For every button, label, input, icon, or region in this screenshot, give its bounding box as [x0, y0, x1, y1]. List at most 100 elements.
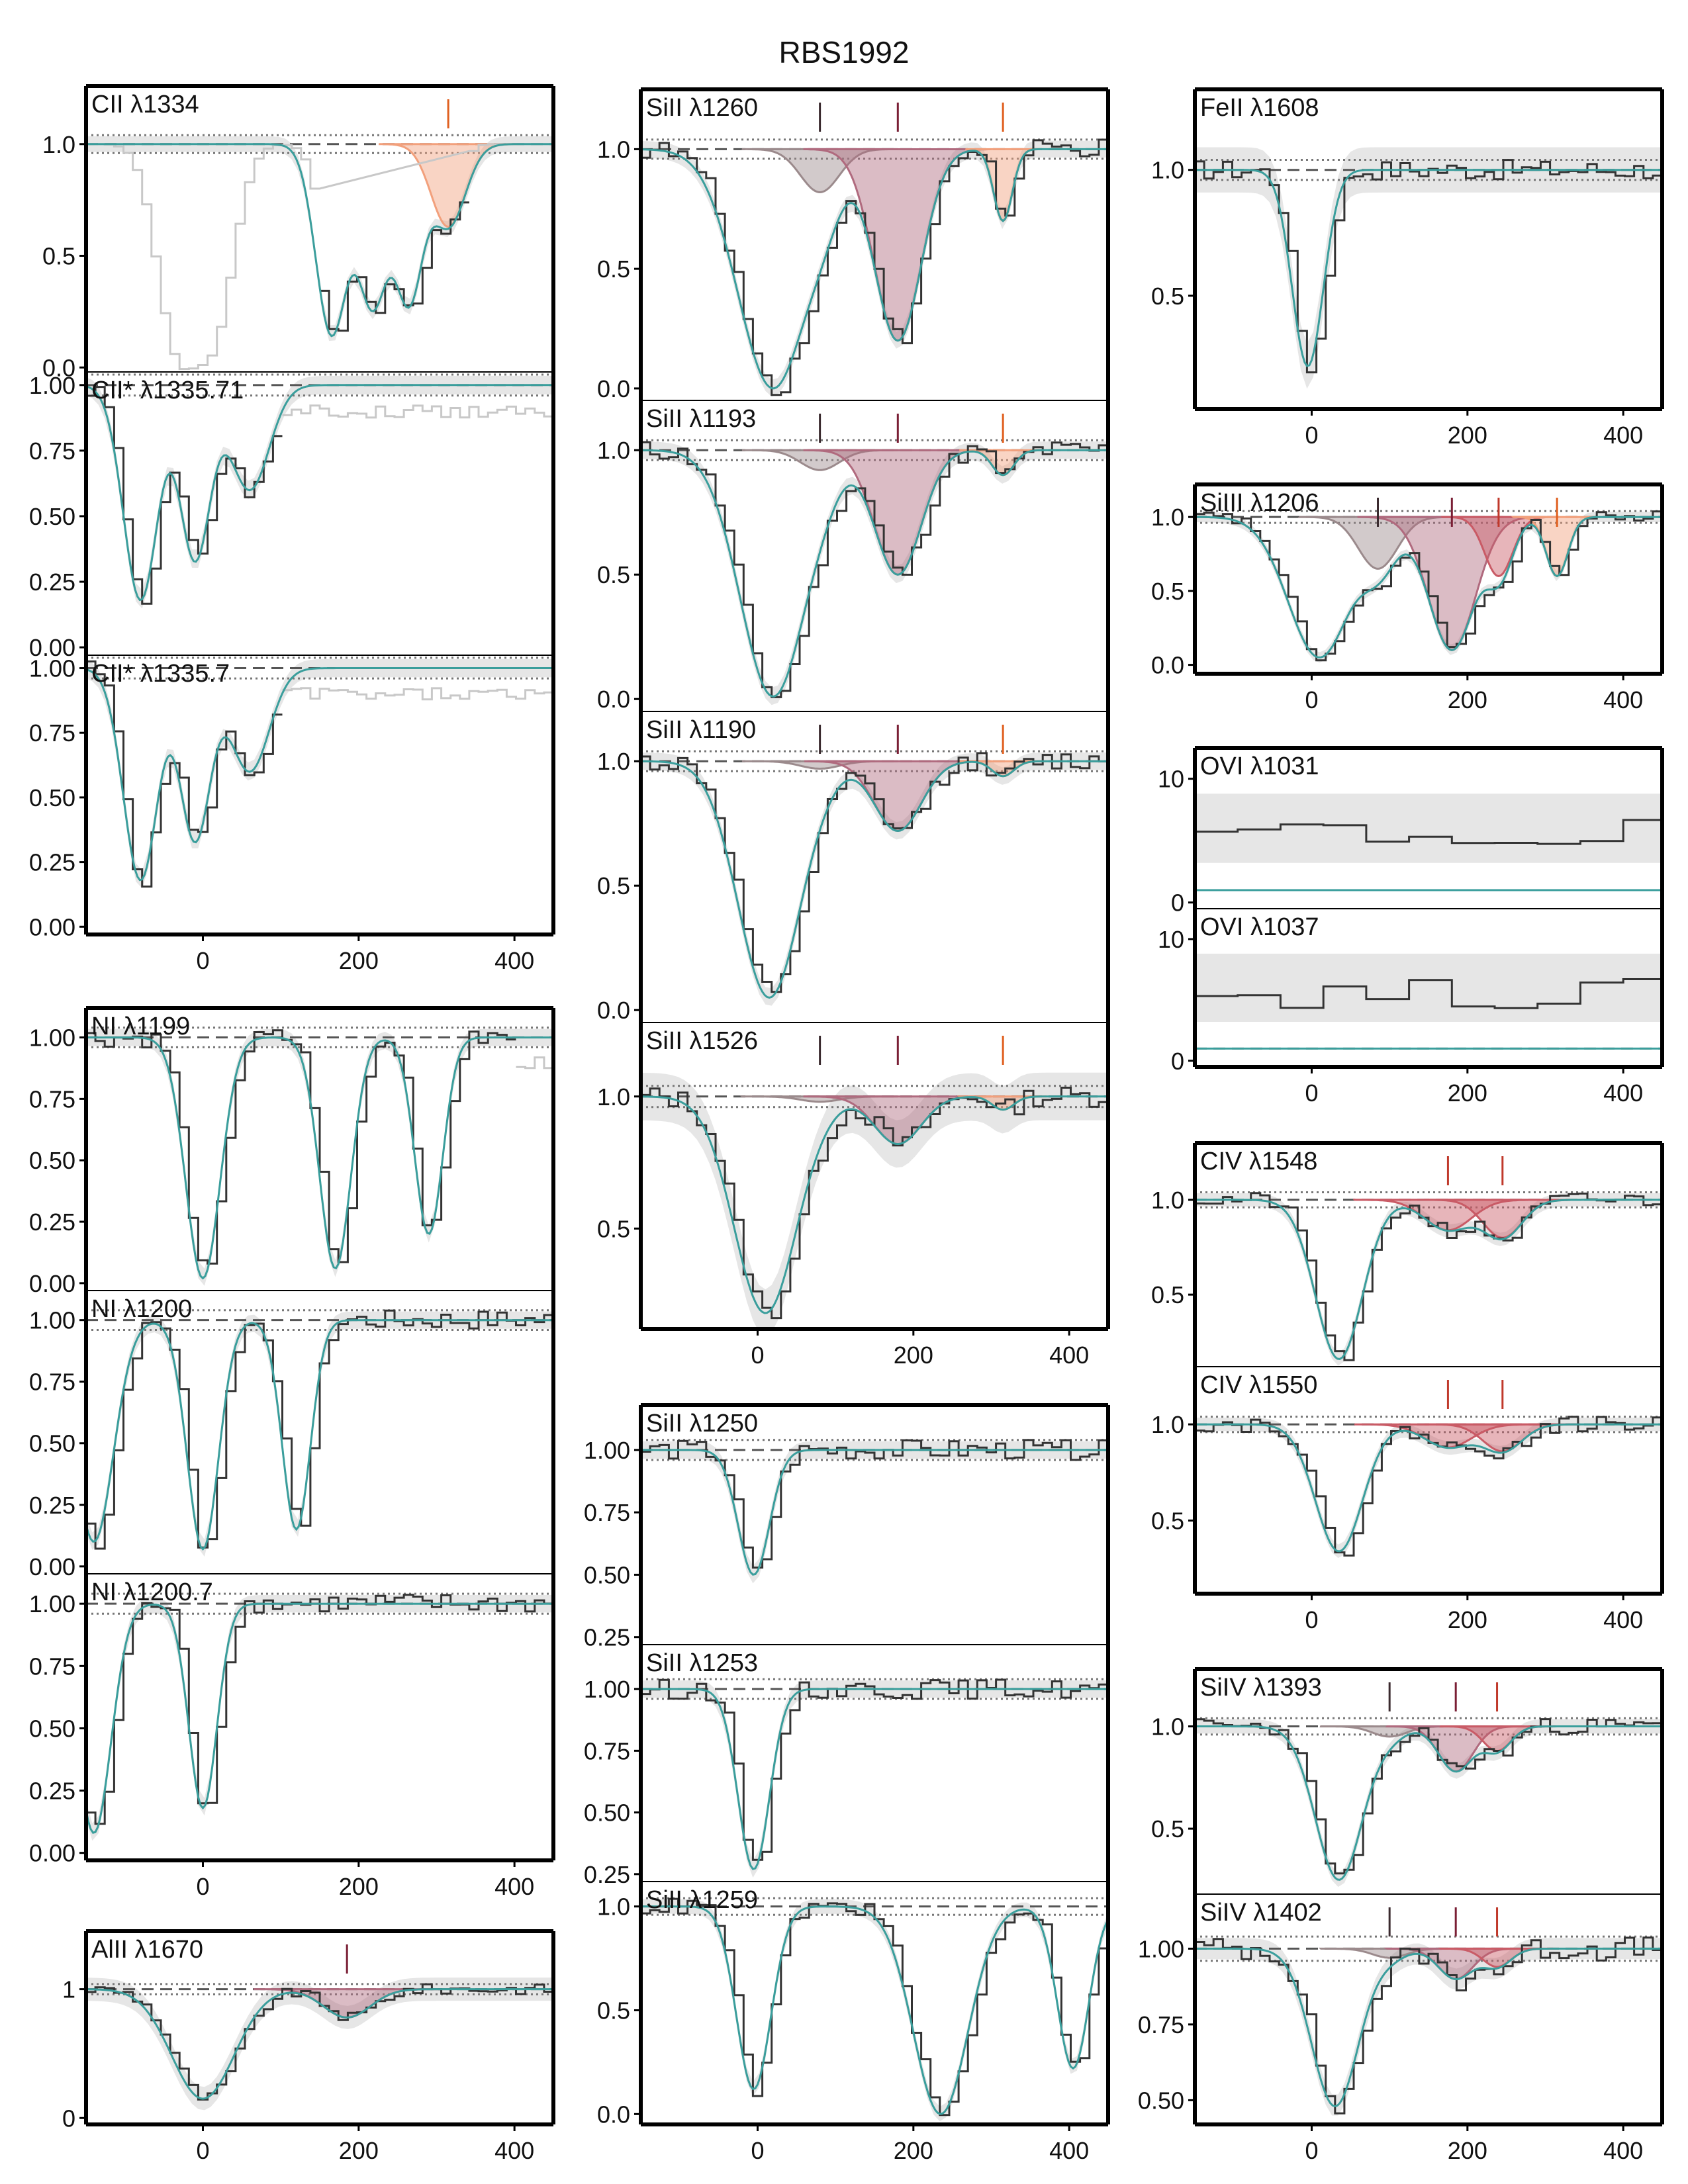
y-tick-label: 1.0	[597, 1083, 630, 1111]
panel: 0.0 0.5 1.0 SiII λ1193	[597, 400, 1110, 713]
panel-label: SiII λ1250	[646, 1410, 758, 1437]
x-tick-label: 0	[751, 1342, 764, 1369]
y-tick-label: 1.0	[597, 437, 630, 464]
model-fit	[641, 148, 1108, 390]
spectrum-data	[1195, 1718, 1662, 1875]
y-tick-label: 0.5	[597, 255, 630, 283]
spectrum-data	[1195, 1936, 1662, 2115]
x-tick-label: 200	[1448, 1606, 1487, 1633]
uncertainty-band	[641, 1680, 1108, 1878]
y-tick-label: 0.00	[29, 1270, 75, 1297]
panel-label: CIV λ1548	[1200, 1148, 1317, 1175]
x-tick-label: 200	[1448, 1079, 1487, 1107]
y-tick-label: 0.0	[42, 354, 75, 381]
y-tick-label: 1.0	[597, 748, 630, 775]
spectrum-data	[1195, 159, 1662, 374]
panel: 0.5 1.0 SiII λ1526 0 200 400	[597, 1022, 1110, 1369]
panel-label: NI λ1200	[91, 1295, 192, 1323]
uncertainty-band	[86, 375, 553, 609]
x-tick-label: 200	[894, 1342, 933, 1369]
x-tick-label: 0	[1305, 1606, 1318, 1633]
y-tick-label: 1.00	[584, 1676, 630, 1703]
blended-data	[86, 143, 553, 371]
x-tick-label: 0	[1305, 2137, 1318, 2164]
uncertainty-band	[86, 1595, 553, 1841]
panel-label: OVI λ1037	[1200, 913, 1319, 941]
y-tick-label: 1.0	[1151, 1713, 1184, 1741]
model-fit	[641, 1905, 1108, 2115]
panel: 0.5 1.0 FeII λ1608 0 200 400	[1151, 87, 1664, 449]
spectrum-data	[641, 1087, 1108, 1320]
model-fit	[86, 1602, 553, 1834]
panel: 0.00 0.25 0.50 0.75 1.00 CII* λ1335.71	[29, 371, 555, 661]
y-tick-label: 1.0	[1151, 504, 1184, 531]
x-tick-label: 400	[494, 1873, 534, 1900]
panel-label: AlII λ1670	[91, 1936, 203, 1964]
figure-title: RBS1992	[778, 35, 910, 69]
y-tick-label: 0.00	[29, 1553, 75, 1580]
model-fit	[86, 1036, 553, 1280]
y-tick-label: 0.5	[42, 243, 75, 270]
y-tick-label: 0.0	[597, 2101, 630, 2128]
y-tick-label: 1.00	[29, 655, 75, 682]
panel: 0.0 0.5 1.0 SiIII λ1206 0 200 400	[1151, 482, 1664, 713]
uncertainty-band	[1195, 954, 1662, 1022]
panel: 0.5 1.0 CIV λ1550 0 200 400	[1151, 1366, 1664, 1633]
model-fit	[1195, 1199, 1662, 1360]
x-tick-label: 400	[1049, 2137, 1089, 2164]
panel-label: CIV λ1550	[1200, 1371, 1317, 1399]
x-tick-label: 0	[196, 2137, 209, 2164]
y-tick-label: 0.25	[584, 1861, 630, 1888]
x-tick-label: 400	[1603, 2137, 1643, 2164]
blended-data	[516, 1056, 553, 1069]
x-tick-label: 400	[1603, 422, 1643, 449]
x-tick-label: 200	[339, 1873, 379, 1900]
model-fit	[86, 1988, 553, 2100]
y-tick-label: 0.75	[29, 437, 75, 465]
y-tick-label: 1.00	[1138, 1935, 1184, 1962]
y-tick-label: 1.0	[597, 1893, 630, 1921]
panel-label: SiII λ1190	[646, 716, 756, 744]
spectrum-data	[320, 201, 469, 332]
y-tick-label: 0.25	[29, 1208, 75, 1236]
y-tick-label: 0.75	[29, 1369, 75, 1396]
panel: 0.25 0.50 0.75 1.00 SiII λ1250	[584, 1403, 1110, 1651]
y-tick-label: 0.5	[597, 1997, 630, 2024]
x-tick-label: 200	[339, 947, 379, 974]
panel-label: SiII λ1253	[646, 1649, 758, 1677]
spectrum-data	[86, 1309, 553, 1550]
y-tick-label: 1.00	[29, 372, 75, 399]
panel: 0.0 0.5 1.0 SiII λ1260	[597, 87, 1110, 402]
x-tick-label: 400	[1603, 686, 1643, 713]
y-tick-label: 0.0	[597, 375, 630, 402]
y-tick-label: 0.75	[29, 719, 75, 747]
model-fit	[641, 1449, 1108, 1576]
y-tick-label: 0.0	[597, 686, 630, 713]
y-tick-label: 1.00	[29, 1590, 75, 1617]
panel-label: SiII λ1193	[646, 405, 756, 433]
spectrum-data	[86, 660, 283, 888]
model-fit	[641, 760, 1108, 999]
panel-label: OVI λ1031	[1200, 752, 1319, 780]
panel-label: SiIV λ1393	[1200, 1674, 1322, 1702]
y-tick-label: 1.00	[29, 1307, 75, 1334]
y-tick-label: 0	[1171, 1048, 1184, 1075]
y-tick-label: 0.75	[584, 1737, 630, 1764]
uncertainty-band	[86, 136, 553, 341]
y-tick-label: 1.00	[584, 1437, 630, 1464]
y-tick-label: 0.50	[29, 1147, 75, 1174]
y-tick-label: 10	[1158, 926, 1184, 953]
x-tick-label: 200	[1448, 686, 1487, 713]
uncertainty-band	[1195, 147, 1662, 389]
x-tick-label: 400	[1049, 1342, 1089, 1369]
x-tick-label: 0	[1305, 686, 1318, 713]
y-tick-label: 0	[1171, 889, 1184, 917]
uncertainty-band	[1195, 1193, 1662, 1366]
spectrum-data	[641, 1897, 1108, 2116]
x-tick-label: 0	[196, 1873, 209, 1900]
y-tick-label: 0.0	[1151, 652, 1184, 679]
y-tick-label: 0.25	[29, 849, 75, 876]
y-tick-label: 0.25	[29, 1778, 75, 1805]
spectrum-data	[641, 441, 1108, 698]
y-tick-label: 0.5	[597, 1215, 630, 1242]
